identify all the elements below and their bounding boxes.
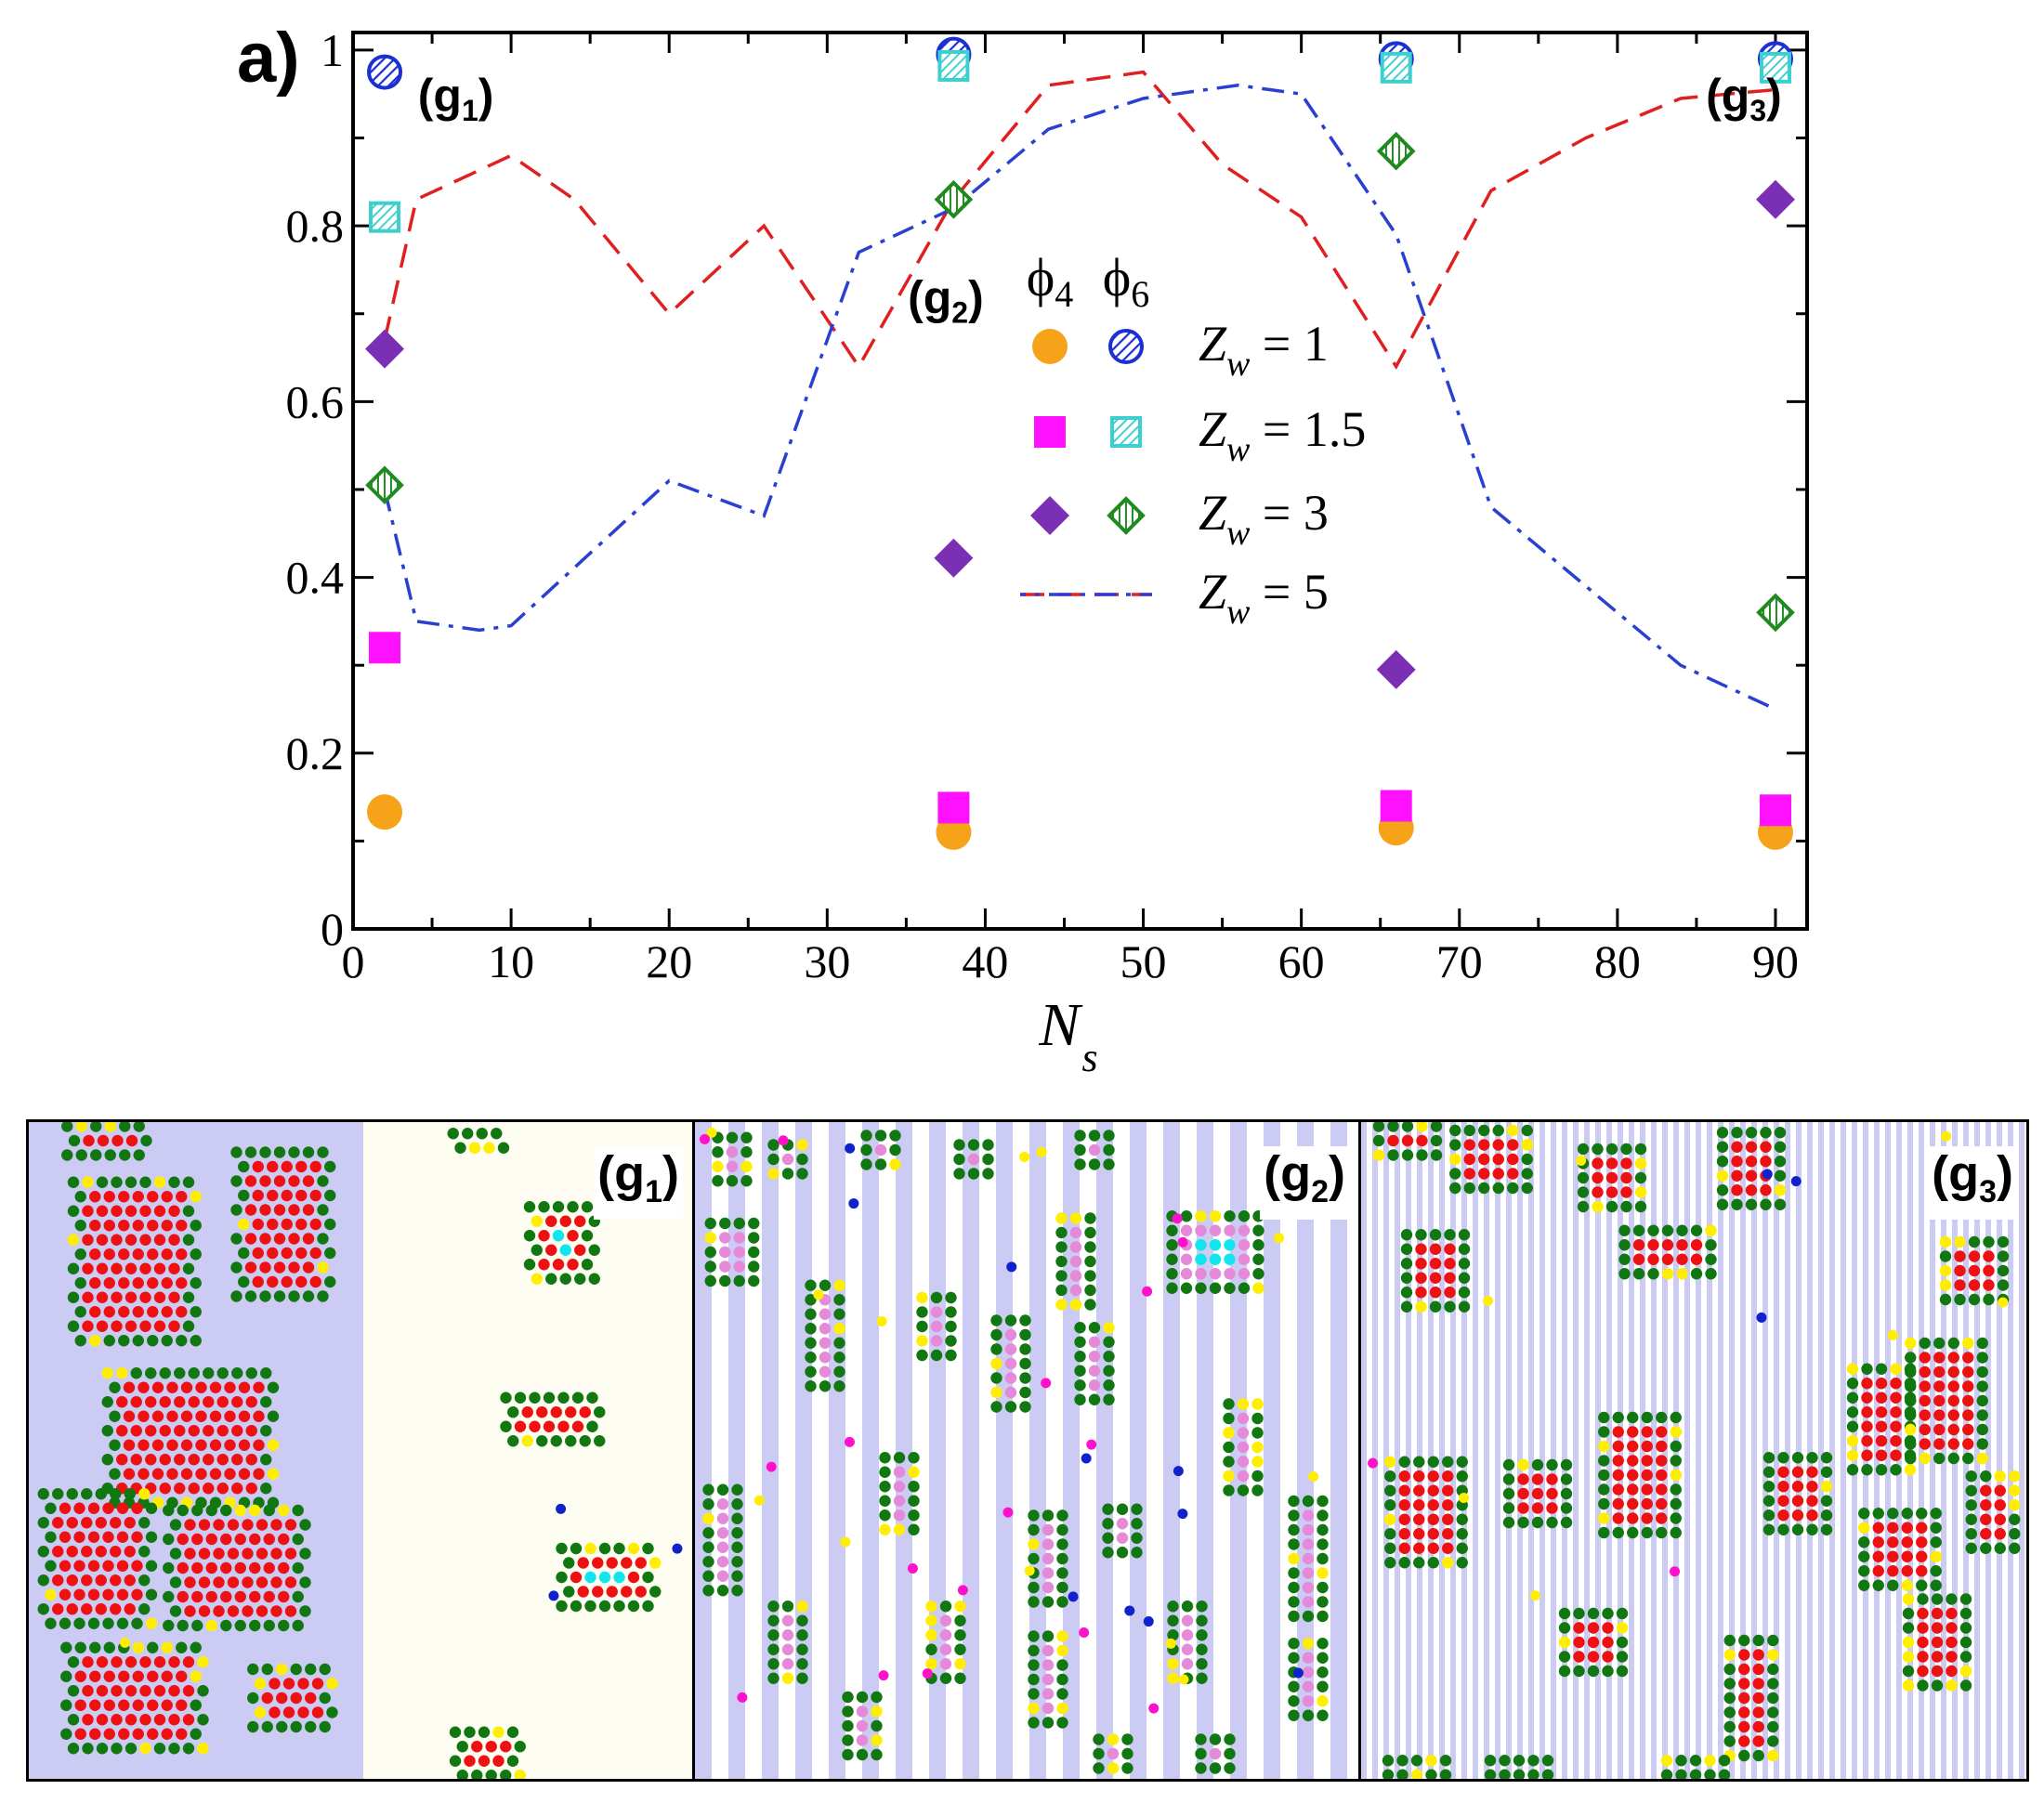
data-point-circle-hatched	[367, 54, 403, 90]
snapshot-particles	[1361, 1122, 2026, 1779]
data-point-diamond	[934, 538, 974, 578]
x-tick-label: 40	[962, 935, 1008, 987]
legend-label: Zw = 1	[1199, 316, 1329, 384]
snapshot-particles	[29, 1122, 692, 1779]
snapshot-g1-label: (g1)	[594, 1146, 683, 1220]
chart-annotation-g3: (g3)	[1706, 70, 1782, 127]
y-tick-label: 0.6	[286, 375, 345, 427]
y-tick-label: 1	[321, 24, 344, 76]
data-point-diamond-hatched	[934, 179, 974, 219]
y-tick-label: 0.4	[286, 552, 345, 604]
legend-header-phi4: ϕ4	[1027, 247, 1074, 315]
snapshot-panel-g3: (g3)	[1358, 1119, 2029, 1782]
snapshot-g3-canvas	[1361, 1122, 2026, 1779]
legend-label: Zw = 1.5	[1199, 401, 1366, 469]
data-point-square	[1759, 794, 1791, 827]
data-point-square	[369, 632, 401, 664]
y-tick-label: 0.2	[286, 727, 345, 779]
data-point-diamond-hatched	[365, 465, 404, 505]
x-tick-label: 50	[1120, 935, 1167, 987]
x-tick-label: 80	[1594, 935, 1641, 987]
x-tick-label: 20	[646, 935, 692, 987]
plot-frame	[351, 31, 1809, 931]
order-parameter-chart: 0 10 20 30 40 50 60 70 80 90 0 0.2 0.4 0.6 0.8 1 Ns a) (g1…	[237, 19, 1809, 1080]
data-point-square-hatched	[937, 49, 970, 82]
x-tick-label: 60	[1278, 935, 1325, 987]
y-tick-label: 0	[321, 903, 344, 955]
snapshot-particles	[695, 1122, 1358, 1779]
snapshot-panel-g2: (g2)	[692, 1119, 1361, 1782]
x-axis-label: Ns	[1038, 991, 1097, 1080]
snapshot-panel-g1: (g1)	[26, 1119, 695, 1782]
data-point-circle	[367, 794, 403, 830]
y-tick-label: 0.8	[286, 200, 345, 252]
data-point-square	[937, 791, 970, 824]
legend-marker-phi6	[1108, 329, 1144, 364]
data-point-square	[1380, 790, 1412, 822]
data-point-diamond-hatched	[1756, 593, 1795, 633]
legend-marker-phi4	[1032, 329, 1068, 364]
data-point-square-hatched	[1759, 51, 1791, 84]
legend-marker-phi6	[1107, 496, 1146, 535]
snapshot-g2-label: (g2)	[1260, 1146, 1349, 1220]
snapshot-g3-label: (g3)	[1928, 1146, 2017, 1220]
data-point-diamond	[1755, 179, 1795, 219]
legend-header-phi6: ϕ6	[1103, 247, 1150, 315]
x-tick-label: 10	[488, 935, 534, 987]
snapshot-g2-canvas	[695, 1122, 1358, 1779]
data-point-diamond-hatched	[1376, 131, 1416, 171]
legend-label: Zw = 3	[1199, 485, 1329, 553]
x-tick-label: 70	[1436, 935, 1483, 987]
series-line-phi6-zw5	[383, 83, 1776, 712]
data-point-diamond	[365, 329, 405, 369]
snapshot-g1-canvas	[29, 1122, 692, 1779]
legend-marker-phi4	[1034, 416, 1066, 448]
legend-marker-phi4	[1030, 496, 1069, 535]
series-line-phi4-zw5	[383, 70, 1776, 370]
legend-marker-phi6	[1110, 416, 1142, 448]
panel-letter: a)	[237, 19, 300, 98]
chart-annotation-g2: (g2)	[908, 272, 984, 330]
x-tick-label: 0	[342, 935, 365, 987]
x-tick-label: 90	[1752, 935, 1799, 987]
data-point-square-hatched	[369, 201, 401, 233]
data-point-diamond	[1376, 649, 1416, 689]
x-tick-label: 30	[804, 935, 850, 987]
data-point-square-hatched	[1380, 51, 1412, 84]
chart-annotation-g1: (g1)	[418, 70, 494, 127]
legend-label: Zw = 5	[1199, 564, 1329, 632]
